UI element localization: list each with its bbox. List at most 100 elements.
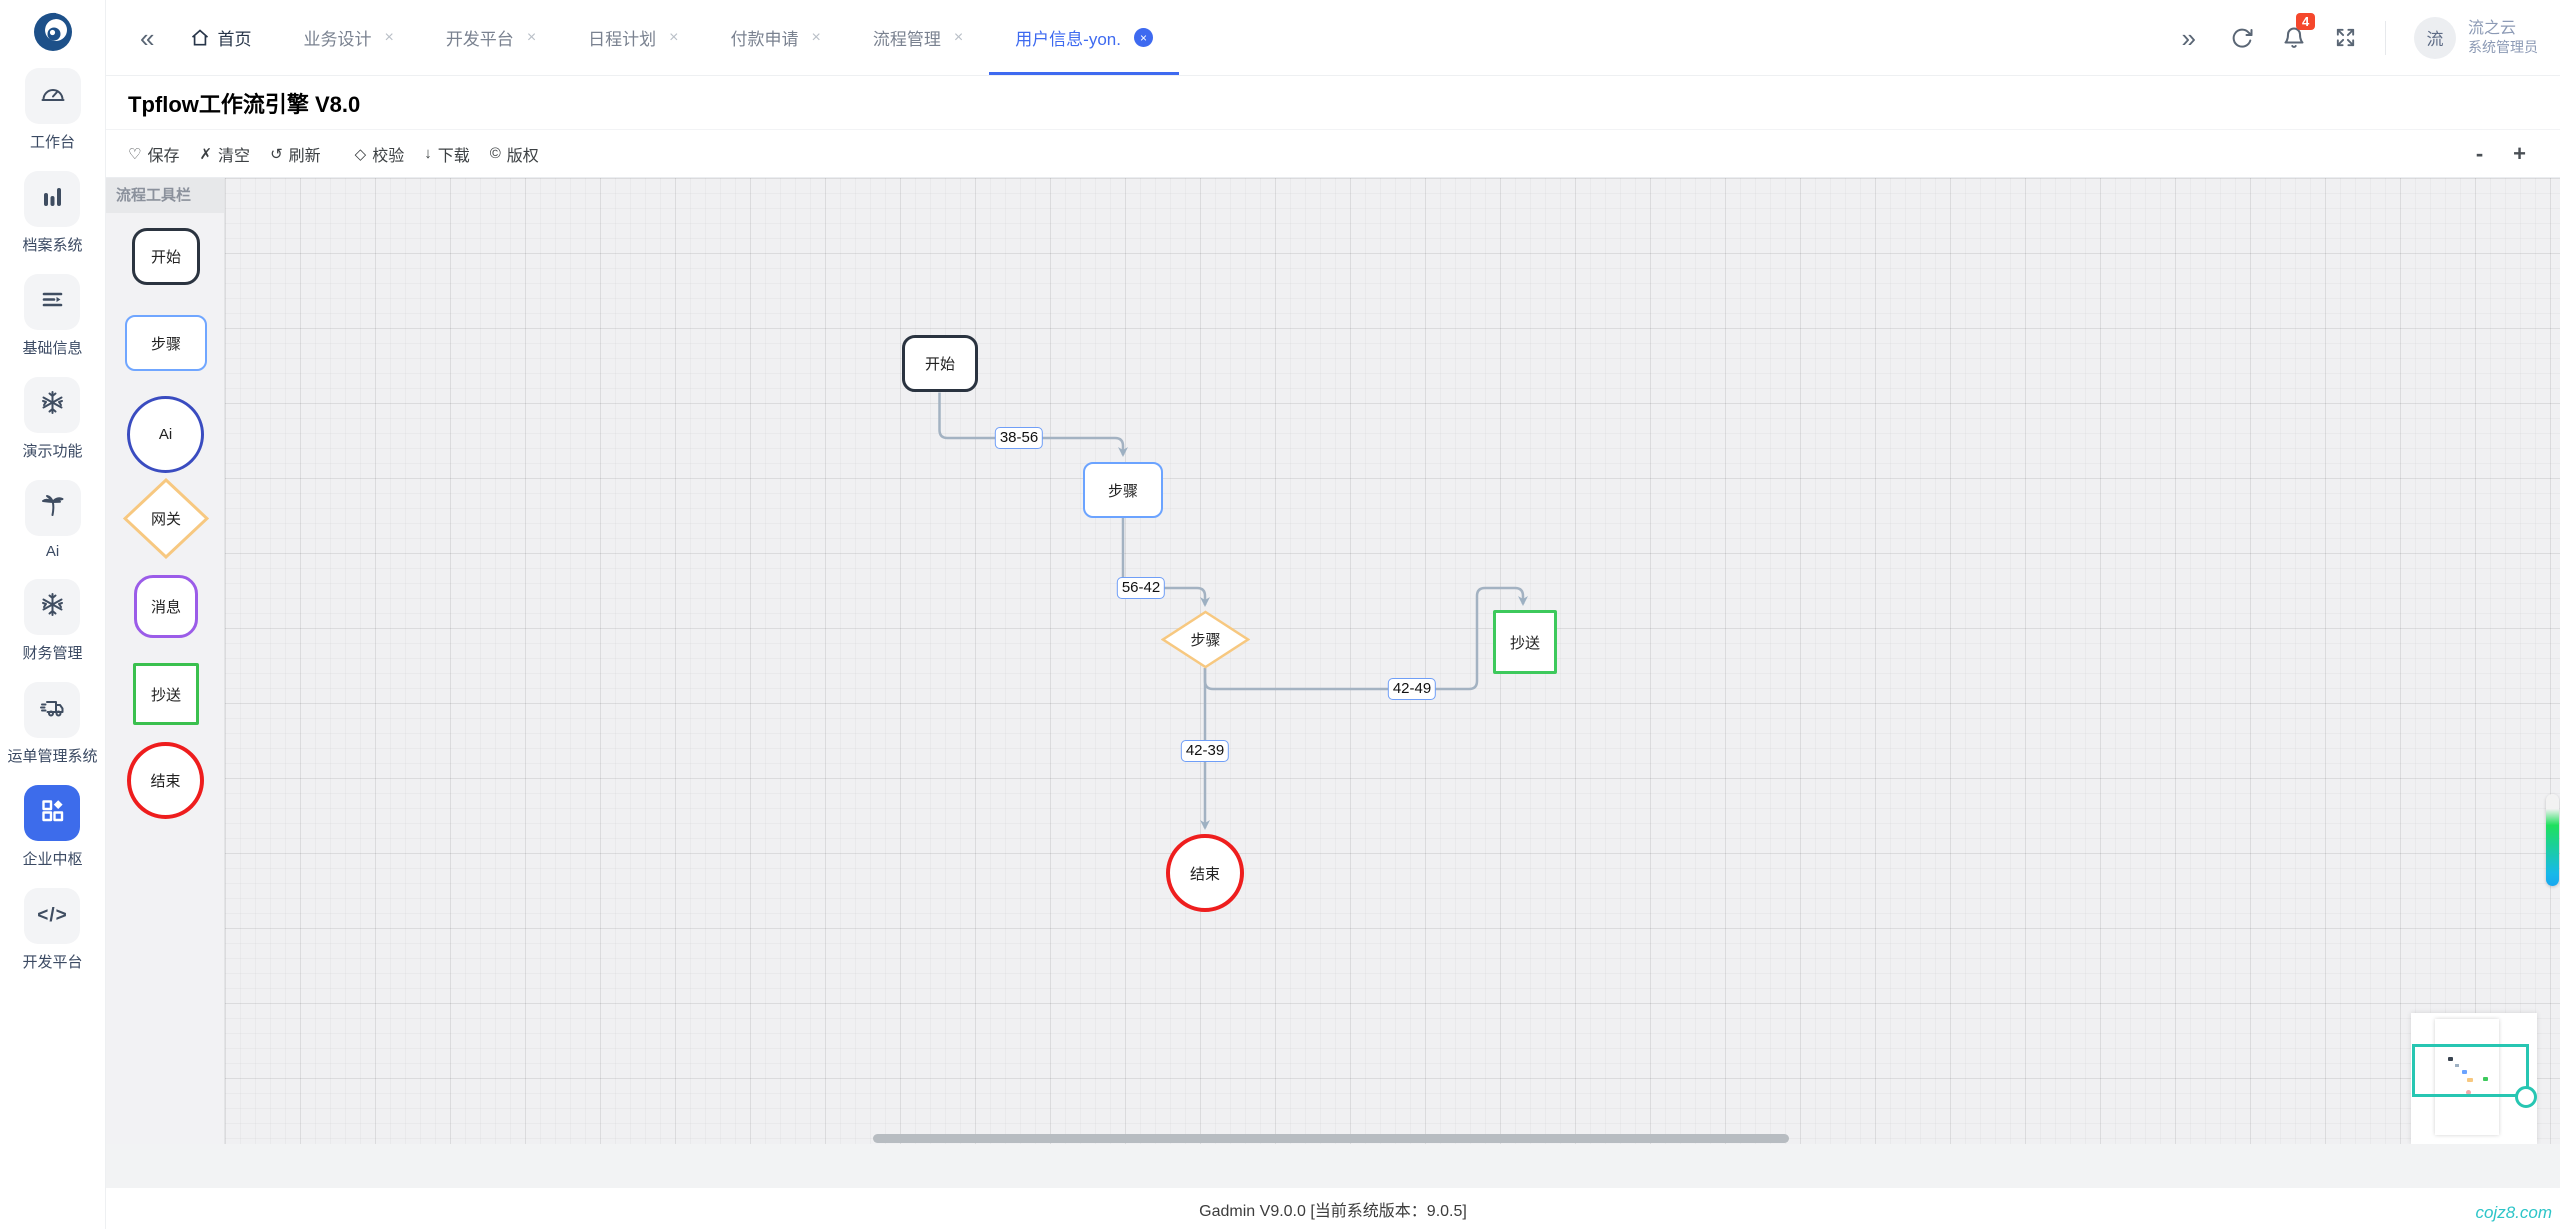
fullscreen-button[interactable] [2334,26,2357,49]
sidebar-item-basic-info[interactable]: 基础信息 [22,274,83,358]
tab-business-design[interactable]: 业务设计 × [303,28,394,50]
zoom-controls: - + [2475,140,2526,166]
home-icon [192,28,209,45]
tab-process-mgmt[interactable]: 流程管理 × [872,28,964,50]
download-icon: ↓ [424,145,432,162]
copyright-button[interactable]: © 版权 [489,145,539,165]
edge-label-38-56[interactable]: 38-56 [994,427,1044,449]
minimap-edge [2455,1064,2459,1067]
snowflake-icon [39,591,66,623]
topbar-actions: » 4 流 流之云 系统管理员 [2176,12,2538,59]
close-tab-icon[interactable]: × [526,28,537,46]
expand-tabs-icon[interactable]: » [2181,22,2196,53]
list-icon [39,286,66,318]
download-button[interactable]: ↓ 下载 [424,145,470,165]
user-role: 系统管理员 [2468,38,2538,55]
palette-item-message[interactable]: 消息 [134,575,198,638]
theme-slider-handle[interactable] [2546,794,2559,886]
close-tab-icon[interactable]: × [669,28,679,46]
collapse-tabs-icon[interactable]: « [140,22,155,53]
palette-item-step[interactable]: 步骤 [125,315,207,371]
edge-label-42-39[interactable]: 42-39 [1180,740,1230,762]
edge-label-42-49[interactable]: 42-49 [1387,678,1437,700]
sidebar-item-ai[interactable]: Ai [24,480,81,560]
minimap-resize-handle[interactable] [2515,1086,2537,1108]
sidebar-item-label: 档案系统 [22,237,83,254]
sidebar-item-enterprise-hub[interactable]: 企业中枢 [22,785,83,869]
canvas-grid[interactable] [225,178,2560,1144]
close-active-tab-icon[interactable]: × [1133,28,1153,47]
tab-user-info-active[interactable]: 用户信息-yon. × [989,0,1179,75]
blocks-icon [39,797,66,829]
node-cc[interactable]: 抄送 [1493,610,1557,674]
minimap-node [2466,1090,2471,1095]
tab-payment-request[interactable]: 付款申请 × [730,28,821,50]
code-icon: </> [37,905,68,926]
user-menu[interactable]: 流 流之云 系统管理员 [2414,16,2538,59]
minimap-node [2467,1078,2473,1082]
palette-item-start[interactable]: 开始 [132,228,200,285]
minimap-viewport[interactable] [2412,1044,2529,1097]
fullscreen-icon [2336,28,2355,47]
version-text: Gadmin V9.0.0 [当前系统版本：9.0.5] [1199,1202,1467,1220]
flow-palette: 流程工具栏 开始 步骤 Ai 网关 消息 抄送 结束 [106,178,225,1144]
zoom-in-button[interactable]: + [2513,140,2526,166]
topbar: « 首页 业务设计 × 开发平台 × 日程计划 × 付款申 [106,0,2560,76]
palette-item-ai[interactable]: Ai [127,396,204,473]
palette-title: 流程工具栏 [106,178,224,213]
save-button[interactable]: ♡ 保存 [128,145,180,165]
refresh-canvas-button[interactable]: ↺ 刷新 [270,145,321,165]
palette-item-end[interactable]: 结束 [127,742,204,819]
sidebar-item-label: 工作台 [29,134,75,151]
node-step[interactable]: 步骤 [1083,462,1163,518]
palette-item-cc[interactable]: 抄送 [133,663,199,725]
palette-item-gateway[interactable]: 网关 [123,478,209,559]
close-tab-icon[interactable]: × [953,28,964,46]
node-end[interactable]: 结束 [1166,834,1244,912]
refresh-icon [2232,28,2253,48]
minimap[interactable] [2411,1013,2537,1144]
sidebar-item-label: 企业中枢 [22,851,83,868]
edge-label-56-42[interactable]: 56-42 [1116,577,1166,599]
sidebar-item-archive[interactable]: 档案系统 [22,171,83,255]
sidebar-item-label: 基础信息 [22,340,83,357]
zoom-out-button[interactable]: - [2475,140,2484,166]
tab-bar: 业务设计 × 开发平台 × 日程计划 × 付款申请 × 流程管理 × [277,0,1179,75]
close-tab-icon[interactable]: × [811,28,821,46]
sidebar-item-label: 运单管理系统 [7,748,98,765]
diamond-shape [123,478,209,559]
flow-canvas[interactable]: 流程工具栏 开始 步骤 Ai 网关 消息 抄送 结束 [106,178,2560,1144]
notifications-button[interactable]: 4 [2282,12,2316,50]
app-logo[interactable] [31,10,75,54]
validate-button[interactable]: ◇ 校验 [354,145,405,165]
tab-home[interactable]: 首页 [190,25,251,50]
node-gateway[interactable]: 步骤 [1161,610,1250,669]
tab-home-label: 首页 [217,30,252,49]
minimap-node [2483,1077,2488,1081]
dashboard-icon [39,80,66,112]
designer-toolbar: ♡ 保存 ✗ 清空 ↺ 刷新 ◇ 校验 ↓ 下载 © 版权 [106,130,2560,178]
sidebar-item-demo[interactable]: 演示功能 [22,377,83,461]
node-start[interactable]: 开始 [902,335,978,392]
sidebar-item-dev-platform[interactable]: </> 开发平台 [22,888,83,972]
x-icon: ✗ [199,145,213,163]
minimap-node [2448,1057,2453,1061]
palm-icon [39,492,66,524]
notification-count-badge: 4 [2296,12,2316,30]
tab-schedule[interactable]: 日程计划 × [588,28,679,50]
sidebar-item-waybill[interactable]: 运单管理系统 [7,682,98,766]
sidebar-item-label: 开发平台 [22,954,83,971]
sidebar-item-finance[interactable]: 财务管理 [22,579,83,663]
clear-button[interactable]: ✗ 清空 [199,145,251,165]
heart-icon: ♡ [128,145,142,163]
close-tab-icon[interactable]: × [384,28,394,46]
bell-icon [2284,27,2304,48]
sidebar-item-label: 演示功能 [22,443,83,460]
status-footer: Gadmin V9.0.0 [当前系统版本：9.0.5] cojz8.com [106,1188,2560,1229]
horizontal-scrollbar[interactable] [873,1134,1789,1143]
refresh-page-button[interactable] [2230,26,2254,50]
refresh-icon: ↺ [270,145,283,163]
sidebar-item-workbench[interactable]: 工作台 [24,68,81,152]
tab-dev-platform[interactable]: 开发平台 × [445,28,537,50]
